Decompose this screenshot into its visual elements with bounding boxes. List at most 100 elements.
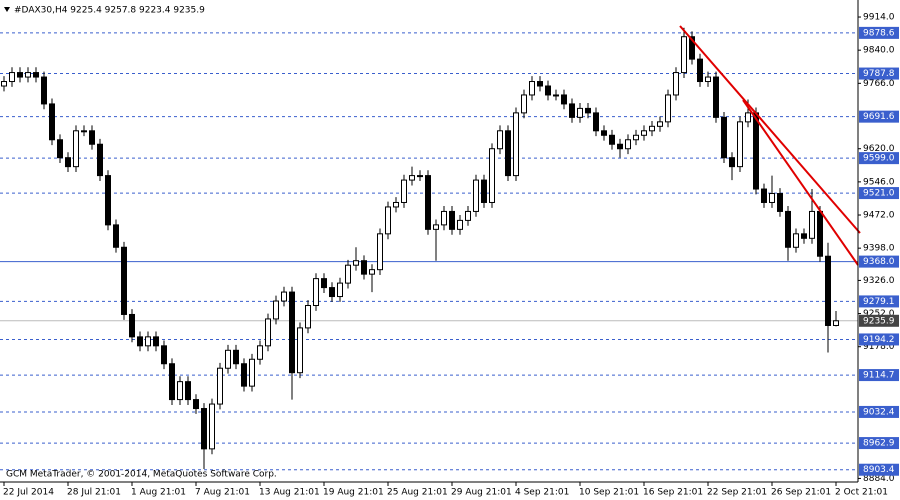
candle-body <box>193 399 199 410</box>
candle-body <box>657 121 663 127</box>
x-tick-label: 22 Sep 21:01 <box>707 488 767 498</box>
price-level-box <box>859 369 899 382</box>
candle-body <box>601 130 607 136</box>
candle-body <box>337 282 343 298</box>
x-tick-label: 1 Aug 21:01 <box>131 488 186 498</box>
candle-body <box>529 81 535 96</box>
price-level-label: 8962.9 <box>863 439 895 449</box>
candle-body <box>481 179 487 203</box>
candle-body <box>465 210 471 221</box>
candle-body <box>1 81 7 87</box>
price-level-box <box>859 110 899 123</box>
candle-body <box>561 94 567 105</box>
candle-body <box>761 188 767 203</box>
candle-body <box>57 139 63 159</box>
price-level-box <box>859 437 899 450</box>
x-tick-label: 4 Sep 21:01 <box>515 488 569 498</box>
candle-body <box>393 201 399 208</box>
candle-body <box>177 381 183 401</box>
candle-body <box>297 327 303 374</box>
candle-body <box>185 381 191 401</box>
candle-body <box>105 175 111 226</box>
candle-body <box>577 107 583 118</box>
candle-body <box>457 219 463 230</box>
candle-body <box>617 143 623 150</box>
candle-body <box>169 363 175 401</box>
x-tick-label: 29 Aug 21:01 <box>451 488 512 498</box>
candle-body <box>585 107 591 114</box>
candle-body <box>593 112 599 132</box>
price-level-box <box>859 314 899 327</box>
candle-body <box>65 157 71 168</box>
candle-body <box>377 233 383 271</box>
candle-body <box>289 291 295 374</box>
candle-body <box>361 260 367 275</box>
candle-body <box>753 112 759 190</box>
x-tick-label: 10 Sep 21:01 <box>579 488 639 498</box>
candle-body <box>833 320 839 326</box>
candle-body <box>25 72 31 78</box>
chart-title: #DAX30,H4 9225.4 9257.8 9223.4 9235.9 <box>14 6 205 16</box>
menu-icon <box>4 7 10 12</box>
candle-body <box>409 175 415 181</box>
candle-body <box>89 130 95 145</box>
candle-body <box>713 76 719 118</box>
candle-body <box>401 179 407 203</box>
candle-body <box>809 210 815 239</box>
candle-body <box>777 193 783 212</box>
price-level-label: 9878.6 <box>863 28 895 38</box>
y-tick-label: 9472.0 <box>863 211 895 221</box>
candle-body <box>305 305 311 329</box>
candle-body <box>129 313 135 338</box>
price-level-label: 9279.1 <box>863 297 895 307</box>
candle-body <box>49 103 55 141</box>
candle-body <box>697 58 703 83</box>
trend-line <box>742 99 859 266</box>
candle-body <box>633 134 639 141</box>
candle-body <box>145 336 151 347</box>
candle-body <box>265 318 271 347</box>
price-level-box <box>859 295 899 308</box>
y-tick-label: 9840.0 <box>863 46 895 56</box>
price-level-label: 9787.8 <box>863 69 895 79</box>
candle-body <box>785 210 791 248</box>
price-level-label: 8903.4 <box>863 465 895 475</box>
y-tick-label: 9252.0 <box>863 309 895 319</box>
candle-body <box>729 157 735 168</box>
footer: GCM MetaTrader, © 2001-2014, MetaQuotes … <box>6 470 277 480</box>
candle-body <box>81 130 87 133</box>
candle-body <box>353 260 359 266</box>
candle-body <box>553 94 559 97</box>
x-tick-label: 22 Jul 2014 <box>3 488 54 498</box>
price-level-label: 9235.9 <box>863 316 895 326</box>
candle-body <box>497 130 503 150</box>
candle-body <box>241 363 247 387</box>
price-level-box <box>859 255 899 268</box>
candle-body <box>273 300 279 320</box>
candle-body <box>153 336 159 347</box>
candle-body <box>225 349 231 369</box>
y-tick-label: 9766.0 <box>863 79 895 89</box>
candle-body <box>385 206 391 235</box>
candle-body <box>233 349 239 365</box>
candle-body <box>17 72 23 78</box>
candle-body <box>121 246 127 315</box>
price-level-label: 9032.4 <box>863 407 895 417</box>
x-tick-label: 28 Jul 21:01 <box>67 488 121 498</box>
candle-body <box>249 358 255 387</box>
trend-line <box>679 25 861 234</box>
price-level-box <box>859 67 899 80</box>
candle-body <box>609 134 615 145</box>
y-tick-label: 8884.0 <box>863 474 895 484</box>
price-level-box <box>859 26 899 39</box>
candle-body <box>433 224 439 230</box>
price-level-label: 9691.6 <box>863 112 895 122</box>
candle-body <box>705 76 711 83</box>
price-level-label: 9368.0 <box>863 257 895 267</box>
candle-body <box>825 255 831 326</box>
price-level-label: 9114.7 <box>863 371 895 381</box>
candle-body <box>257 345 263 360</box>
candle-body <box>137 336 143 347</box>
candle-body <box>161 345 167 365</box>
